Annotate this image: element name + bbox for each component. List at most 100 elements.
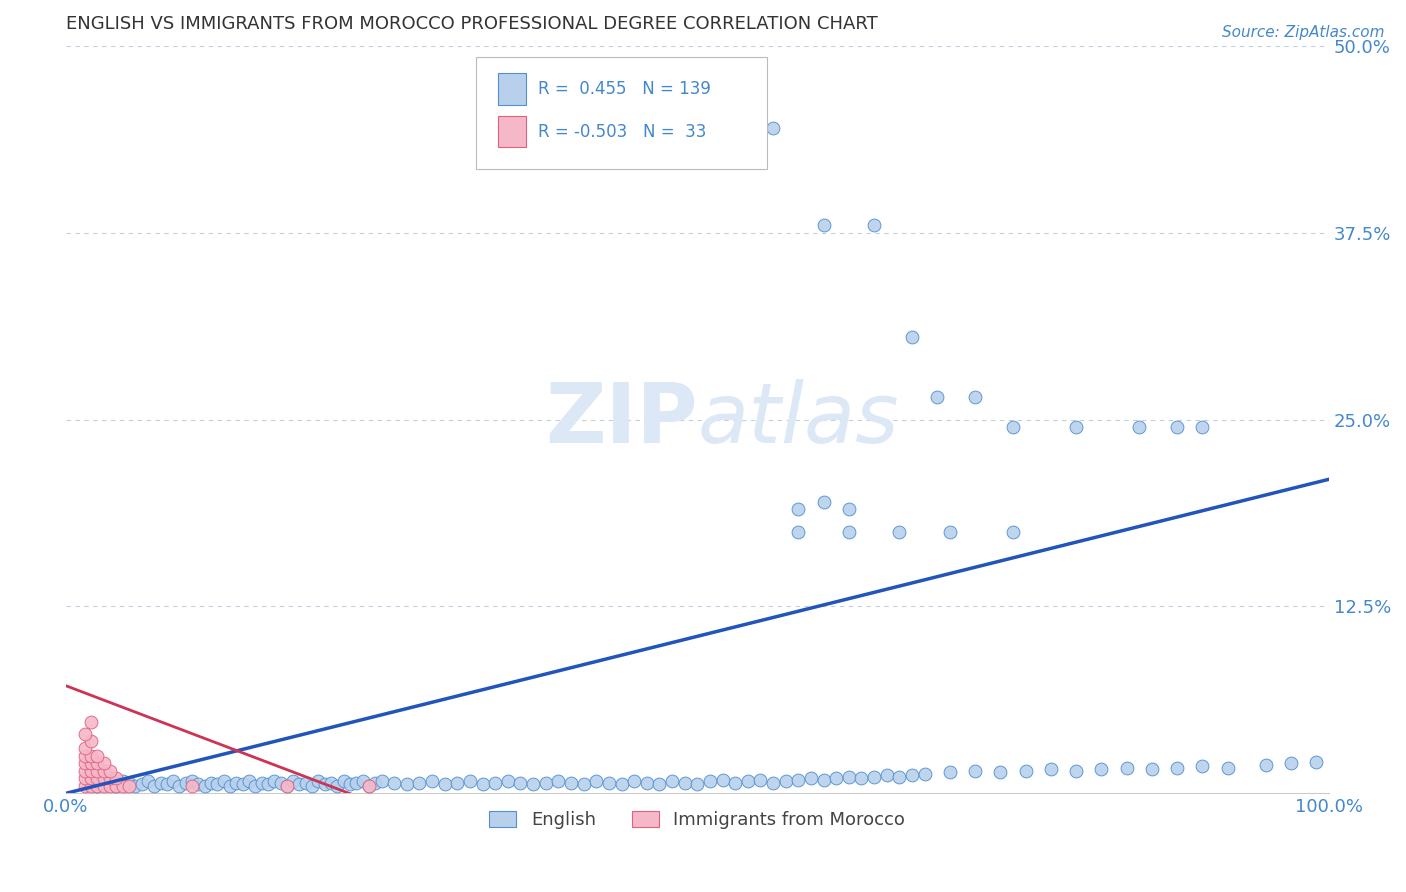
Point: [1064, 764, 1087, 778]
Point: [673, 776, 696, 790]
Point: [699, 774, 721, 789]
Point: [889, 524, 911, 539]
Point: [585, 774, 607, 789]
Point: [73, 748, 96, 763]
Point: [838, 502, 860, 516]
Text: R = -0.503   N =  33: R = -0.503 N = 33: [538, 123, 707, 141]
Point: [73, 741, 96, 756]
Point: [225, 776, 247, 790]
Point: [263, 774, 285, 789]
Point: [737, 774, 759, 789]
Point: [939, 765, 962, 780]
Point: [965, 390, 987, 404]
Point: [257, 777, 280, 791]
Point: [863, 770, 886, 784]
Point: [901, 768, 924, 782]
Point: [965, 764, 987, 778]
Point: [232, 777, 254, 791]
Point: [547, 774, 569, 789]
Point: [344, 776, 367, 790]
Point: [749, 772, 772, 787]
Point: [395, 777, 418, 791]
Point: [86, 779, 108, 793]
Point: [238, 774, 260, 789]
Point: [270, 776, 292, 790]
Point: [149, 776, 172, 790]
Point: [623, 774, 645, 789]
Point: [446, 776, 468, 790]
Point: [1191, 420, 1213, 434]
Point: [105, 772, 128, 786]
Point: [86, 772, 108, 786]
Point: [124, 779, 146, 793]
Point: [927, 390, 949, 404]
Point: [636, 776, 658, 790]
Point: [73, 726, 96, 740]
Legend: English, Immigrants from Morocco: English, Immigrants from Morocco: [482, 804, 912, 837]
Point: [174, 776, 197, 790]
Point: [219, 779, 242, 793]
Point: [762, 776, 785, 790]
Point: [118, 776, 141, 790]
Point: [86, 764, 108, 778]
Point: [93, 772, 115, 786]
Point: [914, 767, 936, 781]
Point: [93, 779, 115, 793]
Point: [572, 777, 595, 791]
Point: [876, 768, 898, 782]
Point: [813, 218, 835, 232]
Point: [775, 774, 797, 789]
Point: [825, 772, 848, 786]
Point: [98, 776, 121, 790]
Point: [187, 777, 209, 791]
Point: [80, 714, 103, 729]
Point: [118, 779, 141, 793]
Point: [990, 765, 1012, 780]
Point: [86, 748, 108, 763]
Point: [1166, 420, 1188, 434]
Point: [80, 748, 103, 763]
Point: [105, 779, 128, 793]
FancyBboxPatch shape: [477, 57, 766, 169]
Point: [496, 774, 519, 789]
Point: [105, 779, 128, 793]
Point: [93, 777, 115, 791]
Point: [339, 777, 361, 791]
Point: [194, 779, 217, 793]
Point: [364, 776, 387, 790]
Point: [1140, 763, 1163, 777]
Point: [200, 776, 222, 790]
Point: [111, 779, 134, 793]
Point: [80, 756, 103, 771]
Point: [1064, 420, 1087, 434]
Point: [207, 777, 229, 791]
Point: [288, 777, 311, 791]
Point: [131, 777, 153, 791]
Point: [98, 779, 121, 793]
Point: [307, 774, 329, 789]
Point: [560, 776, 582, 790]
Point: [534, 776, 557, 790]
Point: [1191, 759, 1213, 773]
Point: [939, 524, 962, 539]
Text: atlas: atlas: [697, 379, 898, 460]
Point: [169, 779, 191, 793]
Point: [762, 120, 785, 135]
Point: [661, 774, 683, 789]
Point: [1305, 755, 1327, 769]
Point: [162, 774, 184, 789]
Point: [73, 779, 96, 793]
Point: [1128, 420, 1150, 434]
Point: [901, 330, 924, 344]
Point: [245, 779, 267, 793]
Point: [86, 779, 108, 793]
Point: [181, 774, 204, 789]
Point: [276, 779, 298, 793]
Text: ENGLISH VS IMMIGRANTS FROM MOROCCO PROFESSIONAL DEGREE CORRELATION CHART: ENGLISH VS IMMIGRANTS FROM MOROCCO PROFE…: [66, 15, 877, 33]
Point: [382, 776, 405, 790]
Point: [1254, 758, 1277, 772]
Point: [1002, 524, 1025, 539]
Point: [357, 779, 380, 793]
Point: [598, 776, 620, 790]
Text: R =  0.455   N = 139: R = 0.455 N = 139: [538, 80, 711, 98]
